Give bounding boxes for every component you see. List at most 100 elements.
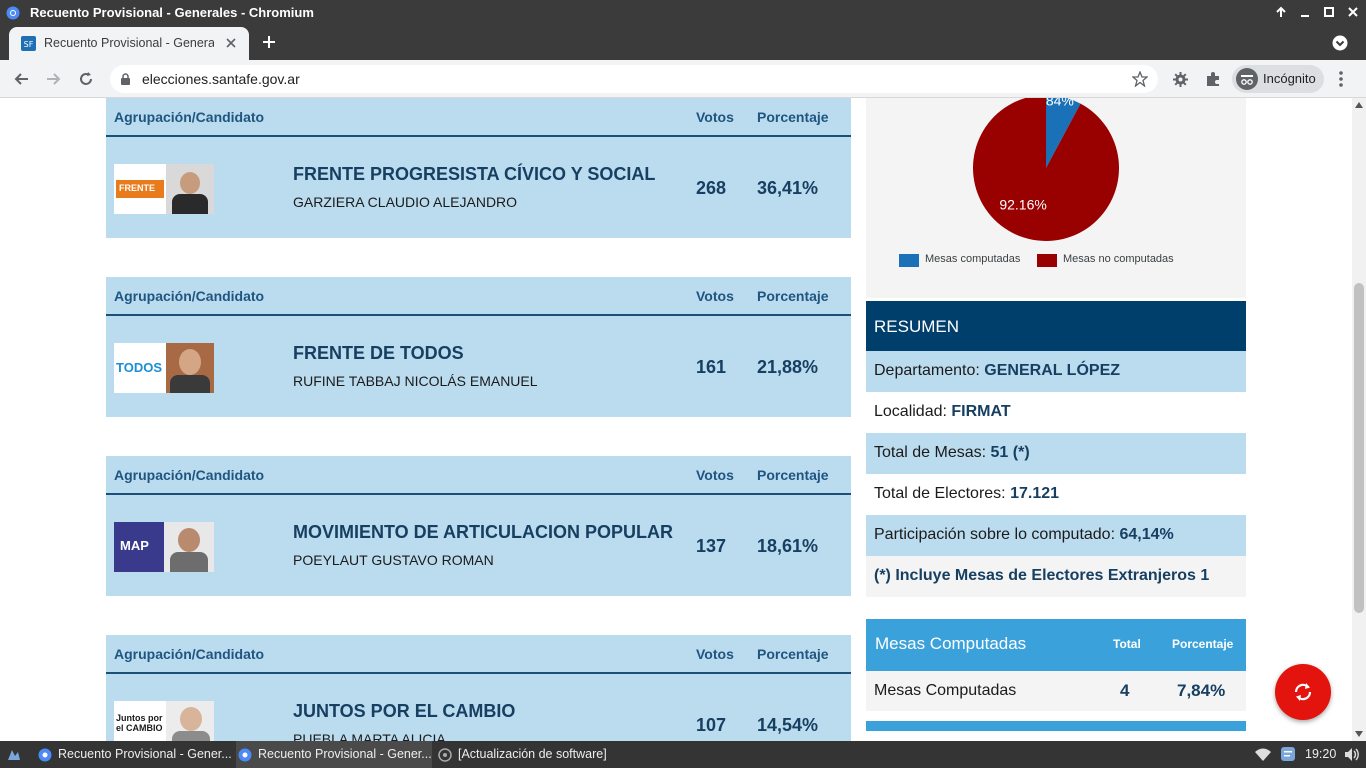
bookmark-star-icon[interactable] xyxy=(1132,71,1148,87)
window-maximize-up-icon[interactable] xyxy=(1275,6,1287,18)
tab-strip: SF Recuento Provisional - Generales - Ch… xyxy=(0,25,1366,60)
candidate-votes: 137 xyxy=(696,536,727,556)
scroll-up-arrow-icon[interactable] xyxy=(1355,102,1363,108)
candidate-name: PUEBLA MARTA ALICIA xyxy=(293,731,446,741)
resumen-participacion: Participación sobre lo computado: 64,14% xyxy=(866,515,1246,556)
col-percent-label: Porcentaje xyxy=(757,288,829,304)
url-text: elecciones.santafe.gov.ar xyxy=(142,71,300,87)
wifi-icon[interactable] xyxy=(1254,747,1272,762)
scrollbar-thumb[interactable] xyxy=(1354,283,1364,613)
os-taskbar: Recuento Provisional - Gener... Recuento… xyxy=(0,741,1366,768)
mesas-row-percent: 7,84% xyxy=(1177,681,1226,700)
window-close-icon[interactable] xyxy=(1347,6,1359,18)
window-restore-icon[interactable] xyxy=(1323,6,1335,18)
candidate-votes: 107 xyxy=(696,715,727,735)
party-logo-text: TODOS xyxy=(116,360,162,375)
col-percent-label: Porcentaje xyxy=(757,646,829,662)
pie-slice-0[interactable] xyxy=(1046,98,1081,168)
mesas-col-total: Total xyxy=(1113,637,1141,651)
start-menu-icon[interactable] xyxy=(6,747,22,763)
candidate-name: RUFINE TABBAJ NICOLÁS EMANUEL xyxy=(293,373,538,389)
chromium-icon xyxy=(238,748,252,762)
window-title: Recuento Provisional - Generales - Chrom… xyxy=(30,5,314,20)
forward-icon[interactable] xyxy=(46,71,62,87)
mesas-chart-panel: 7.84% 92.16% Mesas computadas Mesas no co… xyxy=(866,98,1246,298)
candidate-votes: 268 xyxy=(696,178,727,198)
candidate-name: POEYLAUT GUSTAVO ROMAN xyxy=(293,552,494,568)
candidate-photo xyxy=(166,164,214,214)
new-tab-icon[interactable] xyxy=(262,35,276,49)
refresh-icon xyxy=(1294,683,1312,701)
party-logo-text: FRENTE xyxy=(116,180,164,198)
candidate-name: GARZIERA CLAUDIO ALEJANDRO xyxy=(293,194,518,210)
taskbar-item-active[interactable]: Recuento Provisional - Gener... xyxy=(236,741,432,768)
result-card: Agrupación/Candidato Votos Porcentaje MA… xyxy=(106,456,851,596)
candidate-votes: 161 xyxy=(696,357,727,377)
taskbar-item[interactable]: [Actualización de software] xyxy=(436,741,636,768)
col-candidate-label: Agrupación/Candidato xyxy=(114,646,265,662)
party-logo: MAP xyxy=(114,522,214,572)
candidate-photo xyxy=(164,522,214,572)
total-mesas-value: 51 (*) xyxy=(990,444,1030,461)
col-votes-label: Votos xyxy=(696,646,734,662)
extension-gear-icon[interactable] xyxy=(1172,71,1189,88)
legend-label-no-computadas: Mesas no computadas xyxy=(1063,253,1174,265)
taskbar-item[interactable]: Recuento Provisional - Gener... xyxy=(36,741,232,768)
incognito-icon xyxy=(1236,68,1258,90)
address-bar[interactable]: elecciones.santafe.gov.ar xyxy=(110,65,1158,93)
tab-recuento[interactable]: SF Recuento Provisional - Generales - Ch… xyxy=(9,27,249,60)
incognito-label: Incógnito xyxy=(1263,71,1316,86)
tab-search-icon[interactable] xyxy=(1332,35,1348,51)
col-candidate-label: Agrupación/Candidato xyxy=(114,109,265,125)
software-update-icon xyxy=(438,748,452,762)
reload-icon[interactable] xyxy=(78,71,94,87)
party-logo: TODOS xyxy=(114,343,214,393)
resumen-total-electores: Total de Electores: 17.121 xyxy=(866,474,1246,515)
col-percent-label: Porcentaje xyxy=(757,109,829,125)
col-percent-label: Porcentaje xyxy=(757,467,829,483)
legend-label-computadas: Mesas computadas xyxy=(925,253,1021,265)
result-header: Agrupación/Candidato Votos Porcentaje xyxy=(106,635,851,674)
extensions-puzzle-icon[interactable] xyxy=(1205,71,1221,87)
menu-kebab-icon[interactable] xyxy=(1338,71,1344,87)
mesas-computadas-table: Mesas Computadas Total Porcentaje Mesas … xyxy=(866,619,1246,731)
next-panel-header xyxy=(866,721,1246,731)
col-candidate-label: Agrupación/Candidato xyxy=(114,288,265,304)
tab-close-icon[interactable] xyxy=(226,38,236,48)
col-candidate-label: Agrupación/Candidato xyxy=(114,467,265,483)
mesas-title: Mesas Computadas xyxy=(875,634,1027,653)
chromium-icon xyxy=(38,748,52,762)
page-content: Agrupación/Candidato Votos Porcentaje FR… xyxy=(0,98,1352,741)
legend-swatch-computadas xyxy=(899,254,919,267)
pie-slice-label-1: 92.16% xyxy=(999,196,1046,212)
page-scrollbar[interactable] xyxy=(1352,98,1366,741)
resumen-localidad: Localidad: FIRMAT xyxy=(866,392,1246,433)
party-name: FRENTE PROGRESISTA CÍVICO Y SOCIAL xyxy=(293,164,656,184)
party-logo-text: Juntos por el CAMBIO xyxy=(116,713,163,733)
nota-text: (*) Incluye Mesas de Electores Extranjer… xyxy=(874,567,1210,584)
party-logo: FRENTE xyxy=(114,164,214,214)
candidate-percent: 36,41% xyxy=(757,178,819,198)
participacion-label: Participación sobre lo computado: xyxy=(874,526,1116,543)
svg-text:SF: SF xyxy=(24,40,34,49)
pie-slice-1[interactable] xyxy=(973,98,1119,241)
candidate-photo xyxy=(166,701,214,741)
window-minimize-icon[interactable] xyxy=(1299,6,1311,18)
notification-icon[interactable] xyxy=(1280,746,1296,762)
result-header: Agrupación/Candidato Votos Porcentaje xyxy=(106,277,851,316)
window-titlebar: Recuento Provisional - Generales - Chrom… xyxy=(0,0,1366,25)
back-icon[interactable] xyxy=(13,71,29,87)
refresh-button[interactable] xyxy=(1275,664,1331,720)
total-electores-value: 17.121 xyxy=(1010,485,1060,502)
taskbar-item-label: Recuento Provisional - Gener... xyxy=(258,747,432,761)
lock-icon[interactable] xyxy=(120,73,131,86)
taskbar-item-label: Recuento Provisional - Gener... xyxy=(58,747,232,761)
pie-slice-label-0: 7.84% xyxy=(1034,98,1074,108)
incognito-indicator[interactable]: Incógnito xyxy=(1232,65,1324,93)
party-name: MOVIMIENTO DE ARTICULACION POPULAR xyxy=(293,522,674,542)
candidate-photo xyxy=(166,343,214,393)
scroll-down-arrow-icon[interactable] xyxy=(1355,731,1363,737)
total-electores-label: Total de Electores: xyxy=(874,485,1006,502)
volume-icon[interactable] xyxy=(1344,747,1360,762)
resumen-panel: RESUMEN Departamento: GENERAL LÓPEZ Loca… xyxy=(866,301,1246,597)
